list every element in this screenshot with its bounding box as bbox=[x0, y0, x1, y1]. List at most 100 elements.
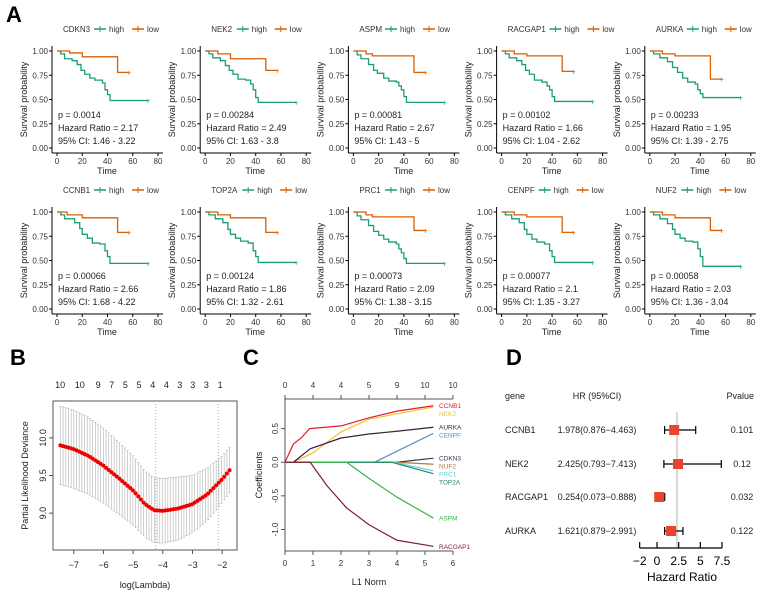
x-axis-title: Time bbox=[97, 327, 117, 337]
confidence-interval: 95% CI: 1.32 - 2.61 bbox=[206, 297, 284, 307]
x-tick-label: 0 bbox=[283, 559, 288, 568]
y-tick-label: 0.25 bbox=[181, 120, 197, 129]
y-tick-label: 0.25 bbox=[32, 281, 48, 290]
y-tick-label: 0.25 bbox=[32, 120, 48, 129]
x-tick-label: 5 bbox=[697, 554, 704, 568]
legend-label-high: high bbox=[702, 25, 717, 34]
coef-label-prc1: PRC1 bbox=[439, 472, 457, 479]
x-tick-label: 40 bbox=[103, 157, 112, 166]
y-tick-label: 0.75 bbox=[477, 232, 493, 241]
y-tick-label: 0.75 bbox=[181, 71, 197, 80]
x-tick-label: 0 bbox=[648, 318, 653, 327]
y-tick-label: 0.75 bbox=[329, 71, 345, 80]
top-axis-label: 4 bbox=[311, 381, 316, 390]
x-tick-label: 80 bbox=[154, 157, 163, 166]
y-axis-title: Survival probability bbox=[19, 61, 29, 137]
legend-label-low: low bbox=[290, 25, 302, 34]
x-axis-title: log(Lambda) bbox=[120, 580, 171, 590]
p-value: p = 0.0014 bbox=[58, 110, 101, 120]
y-tick-label: 1.00 bbox=[181, 208, 197, 217]
km-curve-high bbox=[501, 50, 593, 103]
gene-name: AURKA bbox=[505, 526, 536, 536]
y-axis-title: Survival probability bbox=[315, 222, 325, 298]
x-axis-title: Time bbox=[542, 166, 562, 176]
coef-label-nek2: NEK2 bbox=[439, 411, 456, 418]
km-plot-prc1: 0.00 0.25 0.50 0.75 1.00 0 20 40 60 80 Time Surviva… bbox=[315, 186, 460, 337]
x-tick-label: 60 bbox=[573, 157, 582, 166]
x-tick-label: 0 bbox=[55, 318, 60, 327]
x-tick-label: −2 bbox=[633, 554, 647, 568]
x-tick-label: 2 bbox=[339, 559, 344, 568]
x-tick-label: 20 bbox=[226, 318, 235, 327]
forest-row-ccnb1: CCNB1 1.978(0.876−4.463) 0.101 bbox=[505, 425, 753, 435]
y-tick-label: 0.00 bbox=[181, 305, 197, 314]
y-tick-label: 0.75 bbox=[181, 232, 197, 241]
p-value: p = 0.00233 bbox=[651, 110, 699, 120]
legend-label-high: high bbox=[564, 25, 579, 34]
y-tick-label: 0.50 bbox=[477, 96, 493, 105]
km-curve-high bbox=[205, 50, 297, 104]
y-tick-label: 1.00 bbox=[625, 208, 641, 217]
x-tick-label: −4 bbox=[158, 560, 168, 570]
hazard-ratio: Hazard Ratio = 2.17 bbox=[58, 123, 138, 133]
coef-label-nuf2: NUF2 bbox=[439, 464, 456, 471]
coef-path-aspm bbox=[285, 461, 434, 519]
x-tick-label: 20 bbox=[671, 157, 680, 166]
legend-label-high: high bbox=[400, 25, 415, 34]
censor-mark: + bbox=[590, 258, 595, 267]
y-tick-label: 0.50 bbox=[329, 96, 345, 105]
legend-label-low: low bbox=[592, 186, 604, 195]
deviance-point bbox=[130, 488, 135, 493]
legend-gene: NUF2 bbox=[656, 186, 677, 195]
censor-mark: + bbox=[127, 68, 132, 77]
gene-name: CCNB1 bbox=[505, 425, 536, 435]
top-axis-label: 4 bbox=[164, 380, 169, 390]
y-axis-title: Survival probability bbox=[19, 222, 29, 298]
x-tick-label: 20 bbox=[374, 157, 383, 166]
x-tick-label: 20 bbox=[522, 157, 531, 166]
x-axis-title: Time bbox=[542, 327, 562, 337]
y-tick-label: 0.75 bbox=[32, 232, 48, 241]
coef-label-racgap1: RACGAP1 bbox=[439, 544, 470, 551]
km-curve-low bbox=[649, 211, 722, 232]
y-tick-label: 0.50 bbox=[32, 96, 48, 105]
lasso-cv-plot: −7 −6 −5 −4 −3 −29.09.510.010 10 9 7 5 5 4 4 3 3 3 1log(… bbox=[20, 380, 238, 590]
x-tick-label: 40 bbox=[251, 157, 260, 166]
km-curve-low bbox=[501, 50, 574, 73]
deviance-point bbox=[136, 494, 141, 499]
x-tick-label: 0 bbox=[203, 318, 208, 327]
x-tick-label: 60 bbox=[276, 318, 285, 327]
confidence-interval: 95% CI: 1.63 - 3.8 bbox=[206, 136, 279, 146]
y-tick-label: 0.50 bbox=[181, 96, 197, 105]
y-tick-label: 9.0 bbox=[38, 507, 48, 520]
legend-label-low: low bbox=[147, 25, 159, 34]
y-axis-title: Survival probability bbox=[167, 222, 177, 298]
p-value: p = 0.00284 bbox=[206, 110, 254, 120]
y-tick-label: 0.50 bbox=[625, 257, 641, 266]
top-axis-label: 5 bbox=[123, 380, 128, 390]
top-axis-label: 9 bbox=[395, 381, 400, 390]
top-axis-label: 10 bbox=[449, 381, 458, 390]
confidence-interval: 95% CI: 1.04 - 2.62 bbox=[503, 136, 581, 146]
forest-row-aurka: AURKA 1.621(0.879−2.991) 0.122 bbox=[505, 526, 753, 536]
p-value: p = 0.00077 bbox=[503, 271, 551, 281]
hazard-ratio: Hazard Ratio = 2.1 bbox=[503, 284, 578, 294]
legend-gene: ASPM bbox=[359, 25, 382, 34]
km-curve-high bbox=[57, 211, 148, 265]
censor-mark: + bbox=[294, 98, 299, 107]
x-tick-label: 60 bbox=[276, 157, 285, 166]
deviance-point bbox=[208, 488, 213, 493]
hazard-ratio: Hazard Ratio = 2.66 bbox=[58, 284, 138, 294]
deviance-point bbox=[133, 491, 138, 496]
coef-path-cenpf bbox=[285, 432, 434, 463]
x-axis-title: Time bbox=[690, 166, 710, 176]
deviance-point bbox=[120, 479, 125, 484]
km-curve-low bbox=[205, 211, 278, 234]
coef-label-cenpf: CENPF bbox=[439, 433, 461, 440]
x-tick-label: −3 bbox=[187, 560, 197, 570]
y-tick-label: 1.00 bbox=[329, 47, 345, 56]
coef-label-aurka: AURKA bbox=[439, 425, 462, 432]
censor-mark: + bbox=[719, 75, 724, 84]
legend-label-high: high bbox=[400, 186, 415, 195]
